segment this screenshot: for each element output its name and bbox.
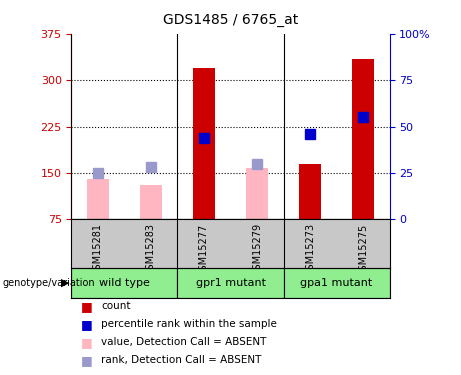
Text: ■: ■ xyxy=(81,336,92,349)
Bar xyxy=(87,179,108,219)
Text: GSM15279: GSM15279 xyxy=(252,223,262,276)
Text: ■: ■ xyxy=(81,354,92,367)
Bar xyxy=(299,164,320,219)
Text: wild type: wild type xyxy=(99,278,150,288)
Text: gpr1 mutant: gpr1 mutant xyxy=(195,278,266,288)
Bar xyxy=(140,185,161,219)
Bar xyxy=(246,168,267,219)
Text: value, Detection Call = ABSENT: value, Detection Call = ABSENT xyxy=(101,338,267,347)
Text: GSM15277: GSM15277 xyxy=(199,223,209,276)
Text: GSM15275: GSM15275 xyxy=(358,223,368,276)
Text: GSM15281: GSM15281 xyxy=(93,223,103,276)
Text: gpa1 mutant: gpa1 mutant xyxy=(301,278,372,288)
Text: count: count xyxy=(101,302,131,311)
Bar xyxy=(284,268,390,298)
Bar xyxy=(352,58,373,219)
Bar xyxy=(193,68,214,219)
Text: ▶: ▶ xyxy=(61,278,70,288)
Text: GSM15273: GSM15273 xyxy=(305,223,315,276)
Bar xyxy=(177,268,284,298)
Text: percentile rank within the sample: percentile rank within the sample xyxy=(101,320,278,329)
Text: GDS1485 / 6765_at: GDS1485 / 6765_at xyxy=(163,13,298,27)
Text: rank, Detection Call = ABSENT: rank, Detection Call = ABSENT xyxy=(101,356,262,365)
Text: ■: ■ xyxy=(81,300,92,313)
Text: ■: ■ xyxy=(81,318,92,331)
Bar xyxy=(71,268,177,298)
Text: genotype/variation: genotype/variation xyxy=(2,278,95,288)
Text: GSM15283: GSM15283 xyxy=(146,223,156,276)
